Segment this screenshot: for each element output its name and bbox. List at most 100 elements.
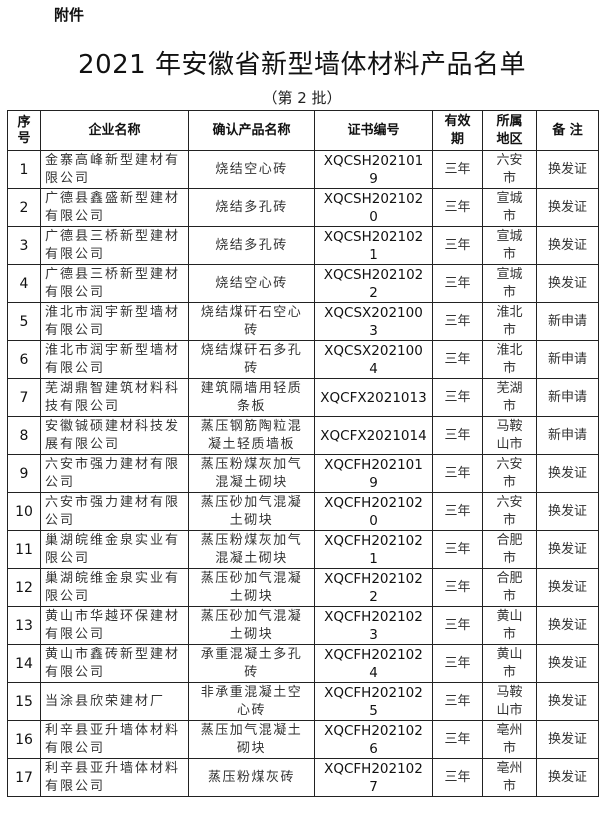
cell-company: 芜湖鼎智建筑材料科技有限公司 bbox=[40, 378, 189, 417]
cell-seq: 8 bbox=[7, 416, 41, 455]
table-row: 13 黄山市华越环保建材有限公司 蒸压砂加气混凝土砌块 XQCFH2021023 三年黄… bbox=[7, 606, 599, 645]
cell-cert: XQCSH2021022 bbox=[314, 264, 433, 303]
cell-note: 换发证 bbox=[536, 720, 599, 759]
cell-company: 广德县三桥新型建材有限公司 bbox=[40, 264, 189, 303]
cell-company: 六安市强力建材有限公司 bbox=[40, 454, 189, 493]
cell-region: 宣城市 bbox=[482, 264, 537, 303]
cell-validity: 三年 bbox=[432, 758, 483, 797]
cell-cert: XQCFH2021020 bbox=[314, 492, 433, 531]
cell-cert: XQCFH2021019 bbox=[314, 454, 433, 493]
column-header-seq: 序号 bbox=[7, 110, 41, 151]
cell-cert: XQCFH2021025 bbox=[314, 682, 433, 721]
cell-company: 黄山市鑫砖新型建材有限公司 bbox=[40, 644, 189, 683]
cell-seq: 7 bbox=[7, 378, 41, 417]
cell-seq: 4 bbox=[7, 264, 41, 303]
cell-region: 黄山市 bbox=[482, 644, 537, 683]
cell-seq: 3 bbox=[7, 226, 41, 265]
table-row: 16 利辛县亚升墙体材料有限公司 蒸压加气混凝土砌块 XQCFH2021026 三年 亳州… bbox=[7, 720, 599, 759]
cell-seq: 9 bbox=[7, 454, 41, 493]
cell-company: 金寨高峰新型建材有限公司 bbox=[40, 150, 189, 189]
cell-product: 烧结空心砖 bbox=[188, 150, 315, 189]
cell-region: 马鞍山市 bbox=[482, 682, 537, 721]
cell-note: 换发证 bbox=[536, 150, 599, 189]
cell-product: 蒸压钢筋陶粒混凝土轻质墙板 bbox=[188, 416, 315, 455]
column-header-company: 企业名称 bbox=[40, 110, 189, 151]
cell-region: 淮北市 bbox=[482, 340, 537, 379]
cell-product: 非承重混凝土空心砖 bbox=[188, 682, 315, 721]
cell-seq: 14 bbox=[7, 644, 41, 683]
cell-company: 利辛县亚升墙体材料有限公司 bbox=[40, 720, 189, 759]
cell-seq: 11 bbox=[7, 530, 41, 569]
cell-note: 换发证 bbox=[536, 454, 599, 493]
cell-product: 蒸压砂加气混凝土砌块 bbox=[188, 606, 315, 645]
cell-region: 六安市 bbox=[482, 454, 537, 493]
cell-note: 换发证 bbox=[536, 492, 599, 531]
cell-note: 换发证 bbox=[536, 264, 599, 303]
cell-seq: 17 bbox=[7, 758, 41, 797]
cell-product: 蒸压粉煤灰砖 bbox=[188, 758, 315, 797]
cell-validity: 三年 bbox=[432, 226, 483, 265]
cell-note: 换发证 bbox=[536, 682, 599, 721]
cell-note: 换发证 bbox=[536, 530, 599, 569]
cell-validity: 三年 bbox=[432, 720, 483, 759]
cell-product: 烧结煤矸石多孔砖 bbox=[188, 340, 315, 379]
cell-note: 换发证 bbox=[536, 644, 599, 683]
cell-product: 蒸压加气混凝土砌块 bbox=[188, 720, 315, 759]
cell-company: 淮北市润宇新型墙材有限公司 bbox=[40, 302, 189, 341]
cell-region: 马鞍山市 bbox=[482, 416, 537, 455]
cell-note: 换发证 bbox=[536, 226, 599, 265]
cell-note: 新申请 bbox=[536, 378, 599, 417]
column-header-cert: 证书编号 bbox=[314, 110, 433, 151]
table-row: 7 芜湖鼎智建筑材料科技有限公司 建筑隔墙用轻质条板 XQCFX2021013 三年 芜湖… bbox=[7, 378, 599, 417]
cell-note: 换发证 bbox=[536, 188, 599, 227]
cell-validity: 三年 bbox=[432, 568, 483, 607]
cell-seq: 16 bbox=[7, 720, 41, 759]
cell-seq: 5 bbox=[7, 302, 41, 341]
column-header-region: 所属地区 bbox=[482, 110, 537, 151]
cell-seq: 6 bbox=[7, 340, 41, 379]
cell-region: 淮北市 bbox=[482, 302, 537, 341]
cell-cert: XQCSH2021020 bbox=[314, 188, 433, 227]
document-subtitle: （第 2 批） bbox=[262, 89, 342, 107]
attachment-label: 附件 bbox=[54, 6, 85, 24]
cell-company: 淮北市润宇新型墙材有限公司 bbox=[40, 340, 189, 379]
table-row: 17 利辛县亚升墙体材料有限公司 蒸压粉煤灰砖 XQCFH2021027 三年 亳州市 换发… bbox=[7, 758, 599, 797]
cell-cert: XQCFH2021021 bbox=[314, 530, 433, 569]
cell-validity: 三年 bbox=[432, 530, 483, 569]
cell-validity: 三年 bbox=[432, 188, 483, 227]
table-row: 4 广德县三桥新型建材有限公司 烧结空心砖 XQCSH2021022 三年 宣城市 换发证 bbox=[7, 264, 599, 303]
cell-validity: 三年 bbox=[432, 150, 483, 189]
cell-company: 巢湖皖维金泉实业有限公司 bbox=[40, 568, 189, 607]
cell-validity: 三年 bbox=[432, 302, 483, 341]
cell-product: 蒸压砂加气混凝土砌块 bbox=[188, 492, 315, 531]
cell-product: 承重混凝土多孔砖 bbox=[188, 644, 315, 683]
cell-validity: 三年 bbox=[432, 340, 483, 379]
cell-region: 六安市 bbox=[482, 492, 537, 531]
cell-seq: 10 bbox=[7, 492, 41, 531]
cell-region: 六安市 bbox=[482, 150, 537, 189]
cell-note: 换发证 bbox=[536, 758, 599, 797]
cell-note: 新申请 bbox=[536, 340, 599, 379]
cell-region: 合肥市 bbox=[482, 530, 537, 569]
table-row: 8 安徽铖硕建材科技发展有限公司 蒸压钢筋陶粒混凝土轻质墙板 XQCFX2021014… bbox=[7, 416, 599, 455]
cell-product: 烧结煤矸石空心砖 bbox=[188, 302, 315, 341]
cell-region: 宣城市 bbox=[482, 226, 537, 265]
table-row: 10 六安市强力建材有限公司 蒸压砂加气混凝土砌块 XQCFH2021020 三年 六安市… bbox=[7, 492, 599, 531]
cell-note: 新申请 bbox=[536, 302, 599, 341]
cell-company: 当涂县欣荣建材厂 bbox=[40, 682, 189, 721]
cell-seq: 13 bbox=[7, 606, 41, 645]
table-row: 6 淮北市润宇新型墙材有限公司 烧结煤矸石多孔砖 XQCSX2021004 三年 淮北市新… bbox=[7, 340, 599, 379]
cell-region: 黄山市 bbox=[482, 606, 537, 645]
product-list-table: 序号 企业名称 确认产品名称 证书编号 有效期 所属地区 备 注 1 金寨高峰新型… bbox=[7, 110, 599, 797]
cell-product: 蒸压粉煤灰加气混凝土砌块 bbox=[188, 454, 315, 493]
cell-seq: 2 bbox=[7, 188, 41, 227]
column-header-validity: 有效期 bbox=[432, 110, 483, 151]
cell-product: 蒸压砂加气混凝土砌块 bbox=[188, 568, 315, 607]
cell-company: 广德县三桥新型建材有限公司 bbox=[40, 226, 189, 265]
cell-company: 安徽铖硕建材科技发展有限公司 bbox=[40, 416, 189, 455]
cell-region: 亳州市 bbox=[482, 720, 537, 759]
table-row: 1 金寨高峰新型建材有限公司 烧结空心砖 XQCSH2021019 三年 六安市 换发证 bbox=[7, 150, 599, 189]
column-header-note: 备 注 bbox=[536, 110, 599, 151]
cell-product: 烧结多孔砖 bbox=[188, 226, 315, 265]
cell-cert: XQCFH2021026 bbox=[314, 720, 433, 759]
